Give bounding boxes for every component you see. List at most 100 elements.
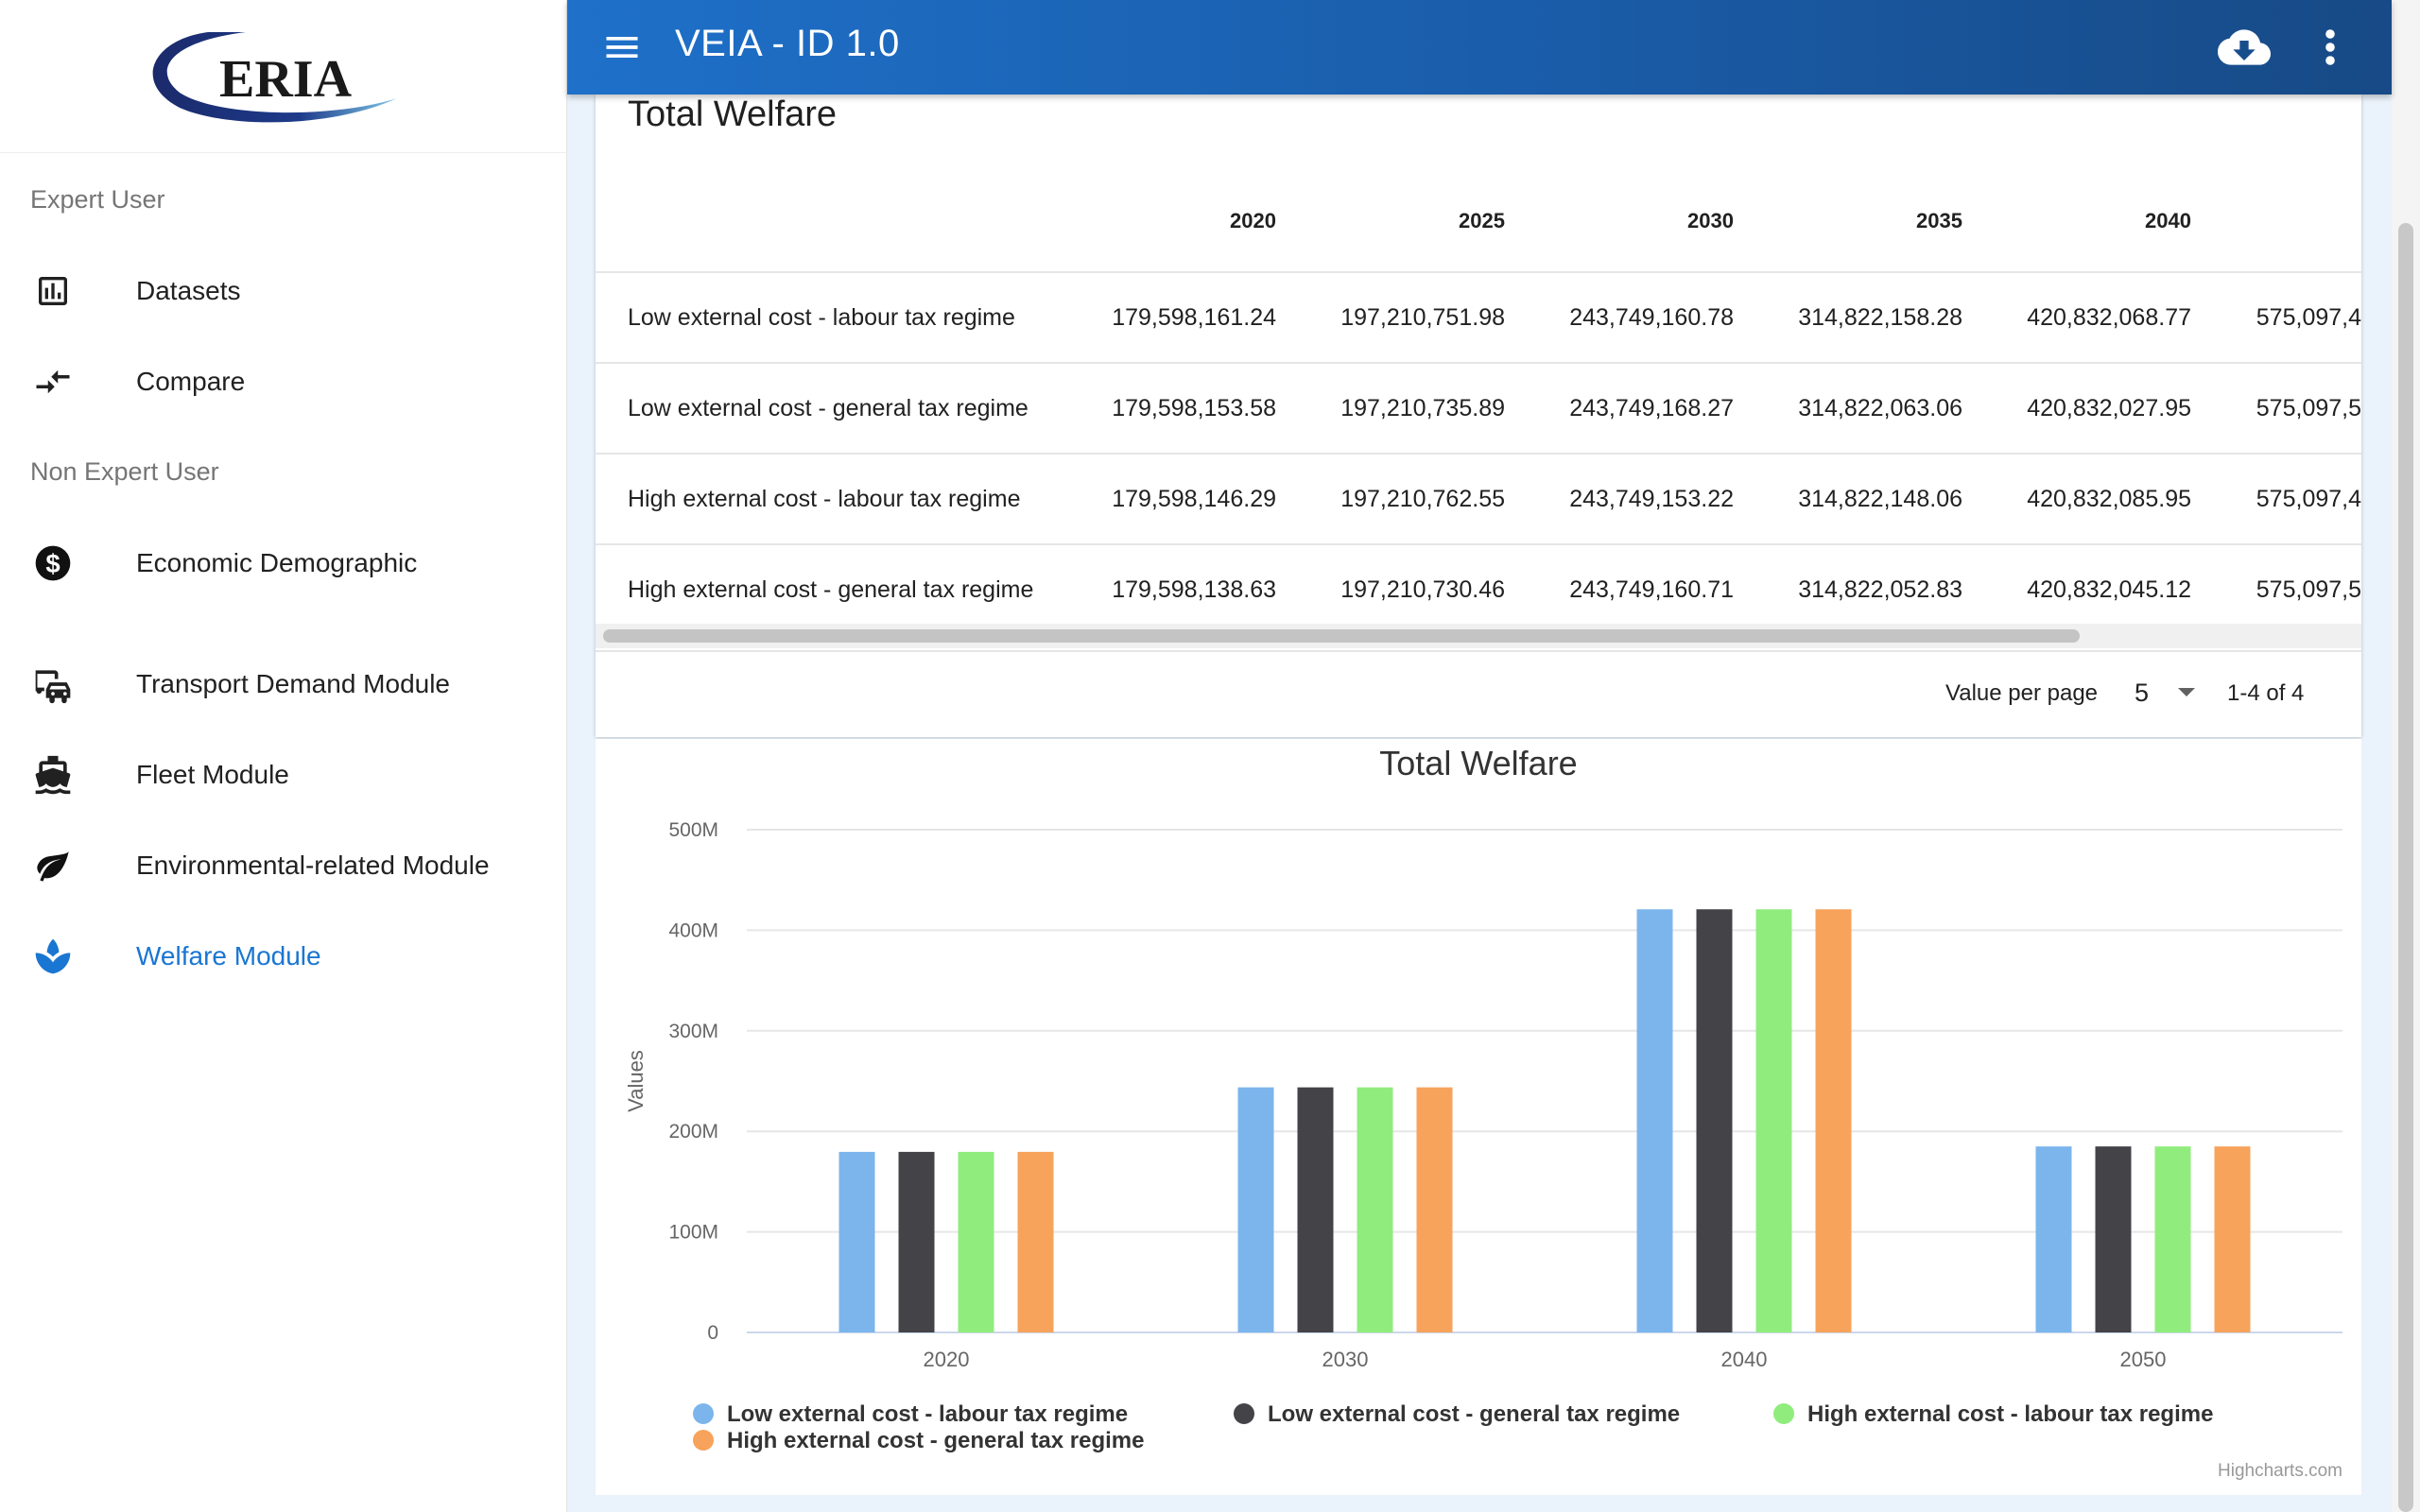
table-cell: 179,598,161.24 — [1087, 271, 1276, 363]
sidebar-item-economic-demographic[interactable]: $ Economic Demographic — [0, 525, 567, 601]
table-cell: 575,097,5 — [2191, 543, 2361, 636]
legend-marker — [693, 1430, 714, 1451]
sidebar-item-environmental[interactable]: Environmental-related Module — [0, 828, 567, 903]
transport-icon — [32, 663, 74, 705]
table-cell: 197,210,762.55 — [1276, 453, 1505, 544]
table-cell: 575,097,5 — [2191, 362, 2361, 454]
table-horizontal-scrollbar[interactable] — [596, 624, 2361, 648]
y-tick-label: 500M — [668, 819, 718, 841]
chart-bar — [2035, 1146, 2072, 1332]
rows-per-page-select[interactable]: 5 — [2125, 673, 2210, 714]
table-row: High external cost - labour tax regime 1… — [596, 453, 2361, 544]
sidebar-item-label: Transport Demand Module — [136, 669, 451, 698]
rows-per-page-value: 5 — [2135, 679, 2150, 707]
sidebar-item-compare[interactable]: Compare — [0, 344, 567, 420]
table-header-row: 2020 2025 2030 2035 2040 — [596, 170, 2361, 272]
sidebar-item-label: Fleet Module — [136, 760, 289, 789]
welfare-table: 2020 2025 2030 2035 2040 Low external co… — [596, 170, 2361, 636]
svg-text:ERIA: ERIA — [219, 50, 353, 109]
x-tick-label: 2040 — [1721, 1348, 1768, 1371]
chart-bar — [1416, 1087, 1453, 1332]
sidebar: ERIA Expert User Datasets Compare Non Ex… — [0, 0, 567, 1512]
download-button[interactable] — [2218, 25, 2271, 70]
table-cell: High external cost - labour tax regime — [596, 453, 1087, 544]
y-tick-label: 200M — [668, 1121, 718, 1143]
table-scrollbar-thumb[interactable] — [603, 629, 2080, 643]
table-cell: 197,210,730.46 — [1276, 543, 1505, 636]
chart-bar — [1755, 909, 1792, 1332]
table-row: Low external cost - labour tax regime 17… — [596, 271, 2361, 363]
table-cell: 314,822,063.06 — [1734, 362, 1962, 454]
chart-bar — [1237, 1087, 1274, 1332]
x-tick-label: 2030 — [1322, 1348, 1369, 1371]
sidebar-item-label: Environmental-related Module — [136, 850, 490, 880]
bar-chart-icon — [32, 270, 74, 312]
table-cell: 575,097,4 — [2191, 271, 2361, 363]
rows-per-page-label: Value per page — [1945, 680, 2099, 706]
page-scrollbar-thumb[interactable] — [2398, 223, 2413, 1512]
table-cell: High external cost - general tax regime — [596, 543, 1087, 636]
chart-bar — [958, 1151, 994, 1332]
svg-text:$: $ — [45, 549, 60, 578]
y-tick-label: 0 — [707, 1322, 718, 1344]
sidebar-item-transport-demand[interactable]: Transport Demand Module — [0, 646, 567, 722]
column-header: 2025 — [1459, 208, 1505, 232]
chart-bar — [1696, 909, 1733, 1332]
sidebar-item-label: Economic Demographic — [136, 548, 418, 577]
leaf-icon — [32, 845, 74, 886]
legend-item: High external cost - labour tax regime — [1807, 1401, 2213, 1427]
table-cell: 179,598,138.63 — [1087, 543, 1276, 636]
sidebar-item-datasets[interactable]: Datasets — [0, 253, 567, 329]
menu-button[interactable] — [601, 26, 643, 68]
data-table-container: 2020 2025 2030 2035 2040 Low external co… — [596, 170, 2361, 643]
table-cell: 179,598,153.58 — [1087, 362, 1276, 454]
compare-arrows-icon — [32, 361, 74, 403]
table-cell: 197,210,751.98 — [1276, 271, 1505, 363]
more-options-button[interactable] — [2316, 25, 2344, 70]
chart-bar — [1297, 1087, 1334, 1332]
chart-credits[interactable]: Highcharts.com — [2218, 1461, 2342, 1481]
bar-chart: Total Welfare 0 100M 200M 300M 400M 500M Values… — [624, 744, 2342, 1453]
chart-bar — [1815, 909, 1852, 1332]
pagination-range: 1-4 of 4 — [2227, 680, 2305, 706]
table-cell: 243,749,160.71 — [1505, 543, 1734, 636]
sidebar-item-label: Datasets — [136, 276, 241, 305]
column-header — [596, 170, 1087, 272]
legend-item: Low external cost - labour tax regime — [727, 1401, 1128, 1427]
table-cell: 243,749,153.22 — [1505, 453, 1734, 544]
cloud-download-icon — [2218, 29, 2271, 65]
eria-logo: ERIA — [0, 0, 566, 153]
legend-item: Low external cost - general tax regime — [1268, 1401, 1680, 1427]
chart-title: Total Welfare — [1379, 744, 1577, 782]
table-cell: Low external cost - labour tax regime — [596, 271, 1087, 363]
legend-item: High external cost - general tax regime — [727, 1428, 1144, 1453]
more-vert-icon — [2325, 29, 2335, 65]
dropdown-caret-icon — [2178, 688, 2195, 696]
table-title: Total Welfare — [628, 94, 838, 134]
table-cell: 243,749,160.78 — [1505, 271, 1734, 363]
sidebar-item-welfare[interactable]: Welfare Module — [0, 919, 567, 994]
x-tick-label: 2020 — [924, 1348, 970, 1371]
column-header: 2030 — [1687, 208, 1734, 232]
app-bar: VEIA - ID 1.0 — [567, 0, 2392, 94]
column-header: 2035 — [1916, 208, 1962, 232]
section-non-expert-user: Non Expert User — [30, 457, 219, 486]
x-tick-label: 2050 — [2120, 1348, 2167, 1371]
chart-bar — [898, 1151, 935, 1332]
table-cell: 179,598,146.29 — [1087, 453, 1276, 544]
section-expert-user: Expert User — [30, 185, 165, 214]
y-tick-label: 400M — [668, 919, 718, 941]
table-cell: 243,749,168.27 — [1505, 362, 1734, 454]
sidebar-item-label: Welfare Module — [136, 941, 321, 971]
sidebar-item-fleet[interactable]: Fleet Module — [0, 737, 567, 813]
y-tick-label: 300M — [668, 1021, 718, 1042]
y-tick-label: 100M — [668, 1222, 718, 1244]
y-axis-label: Values — [624, 1050, 648, 1112]
table-cell: 420,832,085.95 — [1962, 453, 2191, 544]
chart-bar — [2214, 1146, 2251, 1332]
sidebar-item-label: Compare — [136, 367, 246, 396]
table-cell: 575,097,4 — [2191, 453, 2361, 544]
legend-marker — [1234, 1403, 1254, 1424]
table-card: Total Welfare 2020 2025 2030 2035 2040 L… — [596, 94, 2361, 737]
table-row: Low external cost - general tax regime 1… — [596, 362, 2361, 454]
